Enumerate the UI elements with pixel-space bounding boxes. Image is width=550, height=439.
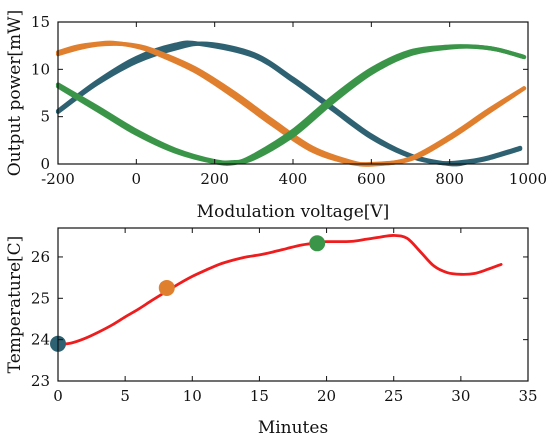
series-line-3	[55, 40, 527, 167]
series-line-5	[55, 44, 527, 166]
x-tick-label: 15	[250, 387, 269, 405]
x-tick-label: 800	[435, 170, 464, 188]
y-tick-label: 23	[31, 372, 50, 390]
x-tick-label: 600	[357, 170, 386, 188]
data-point-marker-1	[158, 279, 175, 296]
y-tick-label: 0	[40, 155, 50, 173]
plot-frame	[57, 227, 529, 382]
y-tick-label: 25	[31, 289, 50, 307]
x-tick-label: 10	[183, 387, 202, 405]
x-tick-label: 35	[518, 387, 537, 405]
x-tick-label: 25	[384, 387, 403, 405]
x-axis-label: Modulation voltage[V]	[197, 202, 390, 222]
y-tick-label: 26	[31, 248, 50, 266]
y-tick-label: 5	[40, 108, 50, 126]
y-tick-label: 15	[31, 13, 50, 31]
x-tick-label: 20	[317, 387, 336, 405]
y-axis-label: Temperature[C]	[5, 236, 25, 374]
x-tick-label: 5	[120, 387, 130, 405]
y-axis-label: Output power[mW]	[5, 10, 25, 177]
x-tick-label: 0	[132, 170, 142, 188]
x-tick-label: 1000	[509, 170, 547, 188]
y-tick-label: 24	[31, 331, 50, 349]
x-tick-label: 400	[279, 170, 308, 188]
x-tick-label: 200	[200, 170, 229, 188]
temperature-vs-time-chart: 0 5 10 15 20 25 30 35 23 24 25 26 Minutes Temperature…	[5, 227, 538, 438]
x-tick-label: -200	[41, 170, 75, 188]
series-line-0	[56, 234, 503, 347]
series-line-1	[55, 40, 523, 166]
x-axis-label: Minutes	[258, 418, 328, 438]
x-tick-label: 0	[53, 387, 63, 405]
data-point-marker-2	[309, 235, 326, 252]
x-tick-label: 30	[451, 387, 470, 405]
y-tick-label: 10	[31, 60, 50, 78]
